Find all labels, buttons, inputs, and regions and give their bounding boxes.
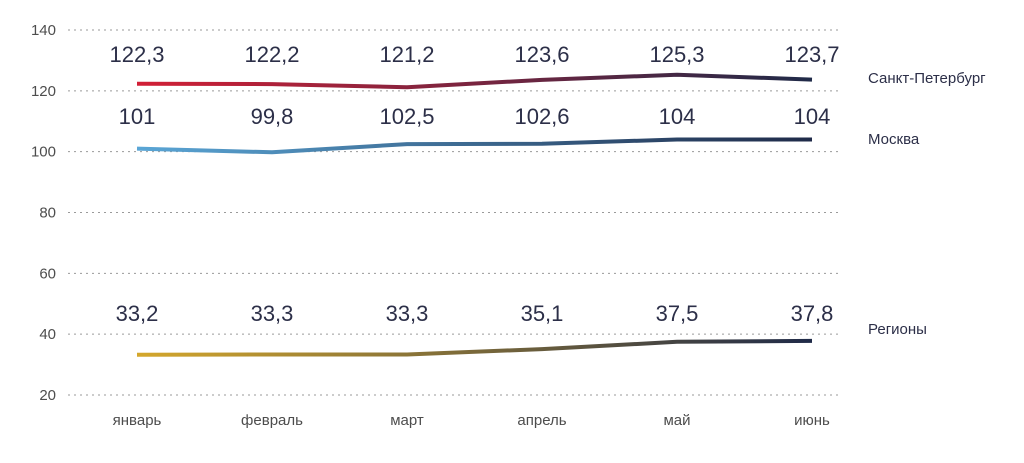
data-label: 122,2	[244, 42, 299, 67]
x-tick-label: июнь	[794, 412, 830, 429]
y-tick-label: 60	[39, 265, 56, 282]
x-tick-label: апрель	[517, 412, 566, 429]
data-label: 122,3	[109, 42, 164, 67]
x-tick-label: январь	[113, 412, 162, 429]
data-label: 37,8	[791, 301, 834, 326]
y-axis: 20 40 60 80 100 120 140	[31, 22, 56, 404]
data-label: 33,2	[116, 301, 159, 326]
series-name-label: Регионы	[868, 321, 927, 338]
x-tick-label: февраль	[241, 412, 303, 429]
data-label: 33,3	[251, 301, 294, 326]
data-label: 37,5	[656, 301, 699, 326]
y-tick-label: 80	[39, 205, 56, 222]
x-tick-label: март	[390, 412, 424, 429]
y-tick-label: 120	[31, 83, 56, 100]
data-label: 102,5	[379, 104, 434, 129]
x-axis: январь февраль март апрель май июнь	[113, 412, 830, 429]
series-line	[136, 72, 813, 90]
x-tick-label: май	[663, 412, 690, 429]
y-tick-label: 100	[31, 144, 56, 161]
series-name-label: Санкт-Петербург	[868, 70, 986, 87]
data-label: 101	[119, 104, 156, 129]
series-name-label: Москва	[868, 131, 920, 148]
series-2: 33,2 33,3 33,3 35,1 37,5 37,8 Регионы	[116, 301, 927, 357]
data-label: 33,3	[386, 301, 429, 326]
data-label: 123,6	[514, 42, 569, 67]
data-label: 104	[659, 104, 696, 129]
data-label: 102,6	[514, 104, 569, 129]
series-1: 101 99,8 102,5 102,6 104 104 Москва	[119, 104, 920, 155]
series-line	[136, 338, 813, 357]
y-tick-label: 40	[39, 326, 56, 343]
data-label: 121,2	[379, 42, 434, 67]
series-0: 122,3 122,2 121,2 123,6 125,3 123,7 Санкт-Пете…	[109, 42, 986, 90]
data-label: 123,7	[784, 42, 839, 67]
data-label: 99,8	[251, 104, 294, 129]
series: 122,3 122,2 121,2 123,6 125,3 123,7 Санкт-Пете…	[109, 42, 986, 357]
series-line	[136, 137, 812, 155]
data-label: 104	[794, 104, 831, 129]
y-tick-label: 20	[39, 387, 56, 404]
data-label: 35,1	[521, 301, 564, 326]
y-tick-label: 140	[31, 22, 56, 39]
data-label: 125,3	[649, 42, 704, 67]
